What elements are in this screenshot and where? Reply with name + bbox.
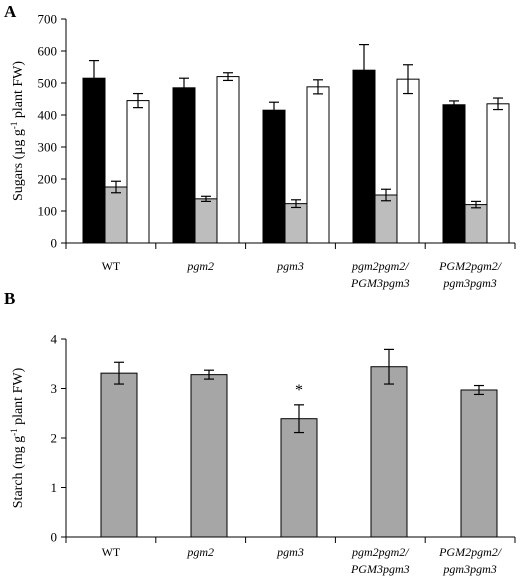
panel-b-bar [370, 366, 408, 538]
panel-a-bar [374, 194, 398, 244]
panel-a-y-tick-label: 600 [38, 44, 58, 59]
panel-a-bar [82, 77, 106, 244]
panel-b-y-axis-label-part: Starch (mg g [11, 436, 26, 508]
panel-a-bar [172, 87, 196, 244]
panel-b-y-tick-label: 4 [51, 332, 58, 347]
panel-a-y-tick-label: 200 [38, 172, 58, 187]
panel-b-category-label: WT [102, 545, 121, 559]
panel-b-y-tick-label: 0 [51, 530, 58, 545]
panel-b-y-tick-label: 2 [51, 431, 58, 446]
panel-a-y-axis-label-superscript: -1 [9, 122, 19, 130]
panel-a-category-label: WT [102, 259, 121, 273]
panel-a-bar [442, 104, 466, 244]
panel-b-significance-marker: * [295, 382, 303, 399]
panel-b-y-tick-label: 1 [51, 480, 58, 495]
panel-b-category-label: PGM3pgm3 [350, 562, 410, 576]
panel-a-bar [396, 78, 420, 244]
panel-b-y-axis-label-superscript: -1 [9, 428, 19, 436]
panel-a-letter: A [4, 2, 17, 21]
panel-a-y-axis-label-part: plant FW) [11, 61, 26, 122]
panel-a-y-tick-label: 0 [51, 236, 58, 251]
panel-a-y-axis-label-part: Sugars (µg g [11, 129, 26, 201]
panel-a-bar [194, 198, 218, 244]
panel-a-y-tick-label: 700 [38, 12, 58, 27]
panel-a-category-label: PGM2pgm2/ [438, 259, 503, 273]
panel-a-category-label: pgm2pgm2/ [351, 259, 410, 273]
panel-b-bar [100, 372, 138, 538]
panel-a-category-label: pgm2 [186, 259, 214, 273]
panel-b-category-label: pgm3pgm3 [442, 562, 496, 576]
panel-a-y-tick-label: 500 [38, 76, 58, 91]
panel-a-y-axis-label: Sugars (µg g-1 plant FW) [9, 61, 26, 201]
panel-a-bar [486, 103, 510, 244]
panel-b-y-axis-label-part: plant FW) [11, 367, 26, 428]
panel-a-category-label: pgm3pgm3 [442, 276, 496, 290]
panel-a-y-tick-label: 100 [38, 204, 58, 219]
panel-a-bar [464, 204, 488, 244]
panel-b-category-label: pgm2 [186, 545, 214, 559]
panel-a-bar [126, 100, 150, 244]
panel-a-y-tick-label: 300 [38, 140, 58, 155]
panel-b-category-label: PGM2pgm2/ [438, 545, 503, 559]
panel-b-bar [460, 389, 498, 538]
panel-a-category-label: PGM3pgm3 [350, 276, 410, 290]
panel-a-category-label: pgm3 [276, 259, 304, 273]
panel-b-y-axis-label: Starch (mg g-1 plant FW) [9, 367, 26, 508]
panel-b-letter: B [4, 289, 15, 308]
panel-b-bar [280, 418, 318, 538]
panel-b-category-label: pgm2pgm2/ [351, 545, 410, 559]
panel-a-bar [284, 203, 308, 244]
panel-b-category-label: pgm3 [276, 545, 304, 559]
panel-b: B Starch (mg g-1 plant FW) 0 1 2 3 4 WT pgm2 pgm3… [4, 289, 516, 576]
panel-a-bar [104, 186, 128, 244]
panel-a-bar [306, 86, 330, 244]
panel-a-bar [216, 76, 240, 244]
panel-a-y-tick-label: 400 [38, 108, 58, 123]
panel-a-bar [262, 109, 286, 244]
panel-b-bar [190, 374, 228, 538]
panel-a: A Sugars (µg g-1 plant FW) 0 100 200 300 400 50… [4, 2, 516, 290]
panel-b-y-tick-label: 3 [51, 381, 58, 396]
